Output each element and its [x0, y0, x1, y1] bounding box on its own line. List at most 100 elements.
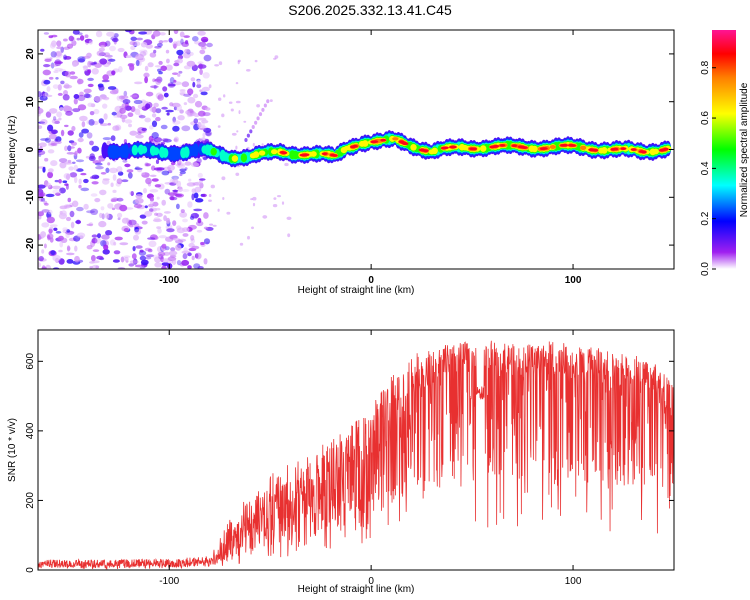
streak [256, 116, 260, 121]
noise-speckle [85, 53, 91, 59]
noise-speckle [102, 103, 108, 109]
ridge-core [630, 148, 637, 151]
noise-speckle [53, 227, 58, 231]
noise-speckle [181, 81, 190, 88]
noise-speckle [200, 241, 205, 246]
ridge-core [352, 144, 358, 148]
noise-speckle [191, 193, 195, 201]
noise-speckle [210, 184, 215, 189]
noise-speckle [63, 83, 70, 89]
noise-speckle [196, 83, 202, 89]
noise-speckle [53, 116, 57, 121]
noise-speckle [221, 176, 226, 181]
noise-speckle [182, 218, 188, 223]
noise-speckle [94, 198, 101, 203]
noise-speckle [92, 249, 100, 253]
noise-speckle [162, 258, 169, 263]
noise-speckle [165, 236, 174, 242]
noise-speckle [151, 132, 159, 139]
noise-speckle [129, 41, 136, 46]
noise-speckle [83, 65, 88, 72]
noise-speckle [83, 88, 92, 94]
noise-speckle [161, 265, 167, 269]
noise-speckle [208, 84, 212, 89]
noise-speckle [85, 39, 89, 45]
noise-speckle [149, 174, 157, 177]
noise-speckle [170, 247, 176, 252]
noise-speckle [217, 208, 220, 212]
noise-speckle [113, 33, 119, 38]
noise-speckle [133, 234, 139, 241]
ridge-core [372, 140, 379, 144]
noise-speckle [143, 127, 147, 133]
noise-speckle [98, 118, 105, 124]
noise-speckle [137, 127, 146, 134]
noise-speckle [172, 125, 180, 132]
noise-speckle [130, 36, 137, 41]
noise-speckle [167, 259, 173, 264]
noise-speckle [69, 202, 74, 208]
noise-speckle [100, 172, 107, 175]
noise-speckle [86, 132, 93, 139]
noise-speckle [176, 162, 186, 169]
noise-speckle [175, 40, 182, 47]
colorbar-gradient [712, 30, 736, 269]
noise-speckle [62, 227, 68, 232]
snr-frame [37, 329, 675, 571]
noise-speckle [137, 104, 146, 110]
ridge-cell [480, 145, 487, 152]
noise-speckle [69, 146, 75, 149]
noise-speckle [172, 238, 181, 241]
noise-speckle [94, 63, 102, 68]
noise-speckle [167, 164, 176, 171]
noise-speckle [53, 70, 59, 74]
noise-speckle [40, 231, 47, 238]
noise-speckle [165, 49, 170, 54]
noise-speckle [91, 234, 98, 238]
noise-speckle [75, 159, 85, 163]
noise-speckle [73, 98, 78, 105]
noise-speckle [201, 86, 210, 92]
noise-speckle [129, 130, 138, 136]
noise-speckle [56, 111, 62, 118]
noise-speckle [164, 188, 171, 195]
noise-speckle [106, 31, 115, 37]
noise-speckle [152, 30, 161, 37]
noise-speckle [158, 60, 163, 65]
noise-speckle [40, 197, 46, 202]
noise-speckle [205, 131, 212, 136]
noise-speckle [55, 50, 62, 57]
noise-speckle [158, 235, 167, 239]
noise-speckle [166, 58, 170, 64]
noise-speckle [192, 81, 196, 88]
noise-speckle [235, 100, 241, 104]
noise-speckle [73, 94, 80, 99]
noise-speckle [158, 40, 164, 44]
noise-speckle [269, 99, 273, 102]
noise-speckle [173, 30, 179, 35]
noise-speckle [122, 99, 131, 104]
noise-speckle [102, 249, 110, 255]
noise-speckle [193, 208, 203, 212]
noise-speckle [105, 40, 111, 47]
noise-speckle [173, 136, 179, 143]
noise-speckle [143, 72, 150, 78]
noise-speckle [172, 220, 177, 227]
noise-speckle [87, 60, 92, 68]
noise-speckle [188, 242, 195, 248]
ridge-cell [152, 147, 160, 156]
noise-speckle [190, 212, 200, 219]
noise-speckle [176, 58, 183, 64]
noise-speckle [160, 124, 168, 130]
noise-speckle [165, 217, 171, 224]
noise-speckle [84, 34, 89, 38]
ridge-core [493, 144, 500, 148]
noise-speckle [161, 170, 170, 176]
noise-speckle [119, 204, 128, 212]
noise-speckle [214, 64, 220, 67]
noise-speckle [52, 254, 61, 262]
noise-speckle [202, 72, 210, 79]
noise-speckle [190, 234, 195, 241]
noise-speckle [238, 110, 241, 115]
noise-speckle [48, 168, 54, 173]
